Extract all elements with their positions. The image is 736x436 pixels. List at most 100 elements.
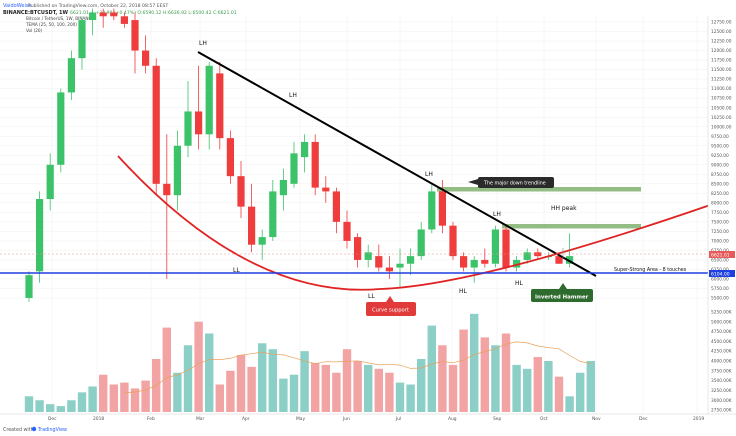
candle (226, 130, 234, 184)
volume-bar (448, 364, 458, 412)
volume-bar (109, 384, 118, 412)
candle (407, 248, 415, 276)
tradingview-logo-icon (31, 426, 37, 432)
candle (332, 187, 340, 234)
time-tick-label: Dec (639, 416, 648, 422)
resistance-zone-upper (437, 187, 641, 192)
support-price-tag: 6104.00 (709, 270, 735, 278)
volume-bar (427, 325, 436, 412)
time-tick-label: Apr (242, 416, 250, 422)
time-tick-label: May (296, 416, 305, 422)
candle (428, 183, 436, 234)
volume-bar (332, 372, 341, 412)
downtrend-callout: The major down trendline (468, 177, 554, 188)
volume-bar (35, 400, 44, 412)
volume-bar (311, 362, 320, 412)
label-ll-1: LL (233, 267, 240, 274)
time-tick-label: Aug (448, 416, 457, 422)
volume-bar (205, 333, 214, 412)
curve-support-line (117, 155, 736, 291)
legend-ema: TEMA (25, 50, 100, 200) (25, 22, 77, 27)
candle (131, 12, 139, 74)
volume-bar (300, 351, 309, 412)
volume-bar (120, 382, 129, 412)
candle (279, 168, 287, 211)
price-tick-label: 12250.00 (711, 39, 732, 45)
volume-moving-average (124, 341, 591, 394)
candle (385, 256, 393, 279)
price-tick-label: 10750.00 (711, 96, 732, 102)
volume-bar (321, 364, 330, 412)
candle (449, 221, 457, 260)
candle (173, 130, 181, 211)
price-tick-label: 7000.00 (711, 238, 729, 244)
volume-bar (279, 378, 288, 412)
price-tick-label: 7250.00 (711, 229, 729, 235)
volume-tick-label: 3250.00K (711, 388, 732, 394)
time-tick-label: Mar (196, 416, 204, 422)
candle (481, 248, 489, 268)
price-tick-label: 8250.00 (711, 191, 729, 197)
tradingview-brand: TradingView (37, 427, 67, 433)
volume-bar (183, 345, 193, 412)
time-tick-label: 2019 (693, 416, 704, 422)
volume-bar (554, 376, 564, 412)
price-tick-label: 7500.00 (711, 219, 729, 225)
candle (258, 229, 266, 260)
candle (322, 176, 330, 203)
price-tick-label: 12750.00 (711, 20, 732, 26)
volume-axis-labels: 5250.00K 5000.00K 4750.00K 4500.00K 4250.00K… (711, 309, 732, 413)
time-tick-label: Nov (592, 416, 601, 422)
publish-info: Published on TradingView.com, October 22… (28, 3, 168, 9)
label-lh-3: LH (425, 171, 433, 178)
price-tick-label: 9500.00 (711, 143, 729, 149)
volume-bar (438, 345, 447, 412)
volume-bar (88, 386, 97, 412)
volume-tick-label: 3500.00K (711, 378, 732, 384)
price-tick-label: 6500.00 (711, 258, 729, 264)
candle (354, 233, 362, 268)
candle (163, 134, 171, 279)
price-pane (0, 16, 708, 414)
candle (301, 134, 309, 173)
candlesticks (25, 8, 574, 302)
price-tick-label: 10250.00 (711, 115, 732, 121)
label-hl-1: HL (459, 288, 468, 295)
volume-bar (162, 327, 171, 412)
price-tick-label: 12000.00 (711, 48, 732, 54)
candle (364, 244, 372, 268)
candle (248, 183, 256, 253)
time-tick-label: Jul (395, 416, 401, 422)
created-with-text: Created with (3, 427, 34, 433)
candle (491, 225, 499, 268)
inverted-hammer-callout: Inverted Hammer (531, 283, 593, 302)
candle (184, 81, 192, 158)
volume-bar (236, 355, 246, 412)
volume-bar (491, 345, 500, 412)
volume-bar (470, 313, 479, 412)
volume-bar (289, 374, 299, 412)
price-tick-label: 6000.00 (711, 277, 729, 283)
volume-bar (77, 392, 87, 412)
volume-bar (385, 372, 394, 412)
volume-bar (194, 321, 203, 412)
candle (36, 191, 44, 283)
candle (195, 65, 203, 150)
candle (513, 256, 521, 272)
label-ll-2: LL (368, 293, 375, 300)
volume-bar (565, 396, 574, 412)
label-super-strong-area: Super-Strong Area - 8 touches (614, 267, 687, 273)
volume-bar (24, 396, 34, 412)
volume-bar (353, 360, 362, 412)
price-tick-label: 9250.00 (711, 153, 729, 159)
price-tick-label: 7750.00 (711, 210, 729, 216)
volume-bar (67, 400, 76, 412)
candle (375, 244, 383, 272)
volume-bar (406, 384, 415, 412)
candle (470, 256, 478, 283)
volume-bar (46, 404, 55, 412)
candle (311, 134, 319, 196)
volume-bar (364, 364, 373, 412)
candle (78, 16, 86, 70)
